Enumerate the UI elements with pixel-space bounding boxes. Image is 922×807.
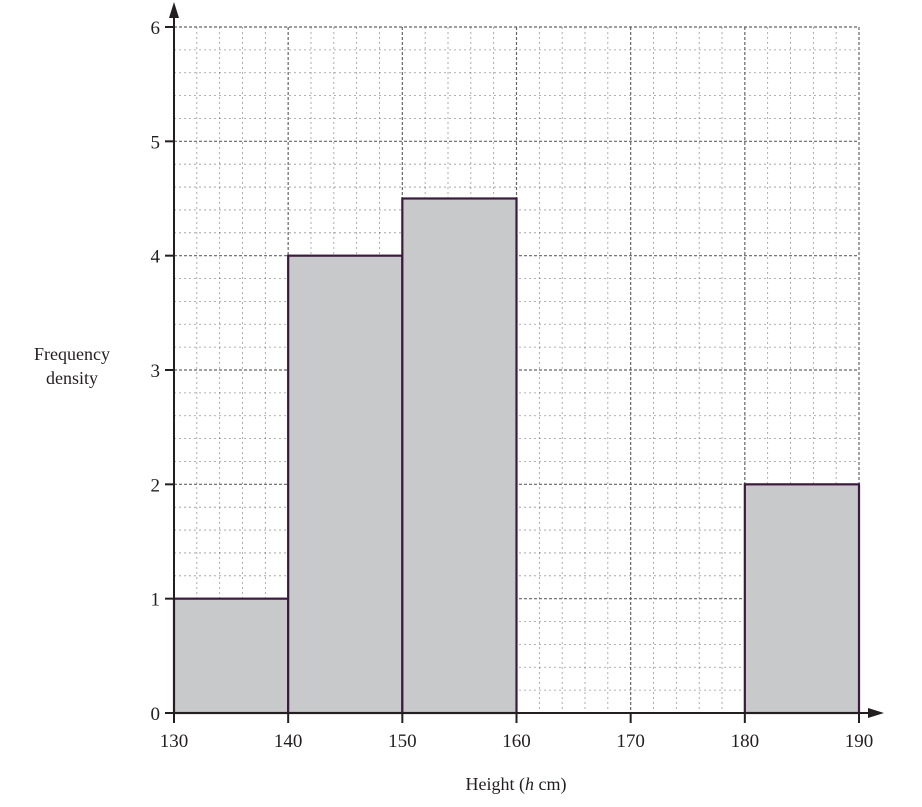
x-tick-label: 160 bbox=[502, 731, 531, 752]
x-tick-label: 190 bbox=[845, 731, 874, 752]
y-tick-label: 3 bbox=[151, 361, 161, 382]
y-axis-title-line1: Frequency bbox=[34, 344, 110, 364]
y-tick-label: 5 bbox=[151, 132, 161, 153]
x-tick-label: 150 bbox=[388, 731, 417, 752]
y-axis-arrow-icon bbox=[169, 2, 179, 18]
x-axis-title: Height (h cm) bbox=[466, 774, 567, 795]
y-axis-title-line2: density bbox=[46, 368, 98, 388]
histogram-bar bbox=[287, 254, 404, 715]
y-tick-label: 4 bbox=[151, 247, 161, 268]
x-axis-arrow-icon bbox=[868, 708, 884, 718]
x-tick-label: 130 bbox=[160, 731, 189, 752]
x-tick-label: 140 bbox=[274, 731, 303, 752]
y-axis-ticks: 0 1 2 3 4 5 6 bbox=[151, 18, 174, 725]
y-tick-label: 1 bbox=[151, 590, 161, 611]
y-tick-label: 6 bbox=[151, 18, 161, 39]
histogram-bars bbox=[172, 197, 861, 715]
y-tick-label: 2 bbox=[151, 475, 161, 496]
axes bbox=[168, 2, 884, 723]
histogram-bar bbox=[401, 197, 518, 715]
x-tick-label: 180 bbox=[731, 731, 760, 752]
histogram-bar bbox=[172, 597, 290, 715]
x-axis-ticks: 130 140 150 160 170 180 190 bbox=[160, 713, 874, 752]
y-tick-label: 0 bbox=[151, 704, 161, 725]
x-tick-label: 170 bbox=[616, 731, 645, 752]
histogram-bar bbox=[743, 483, 861, 715]
